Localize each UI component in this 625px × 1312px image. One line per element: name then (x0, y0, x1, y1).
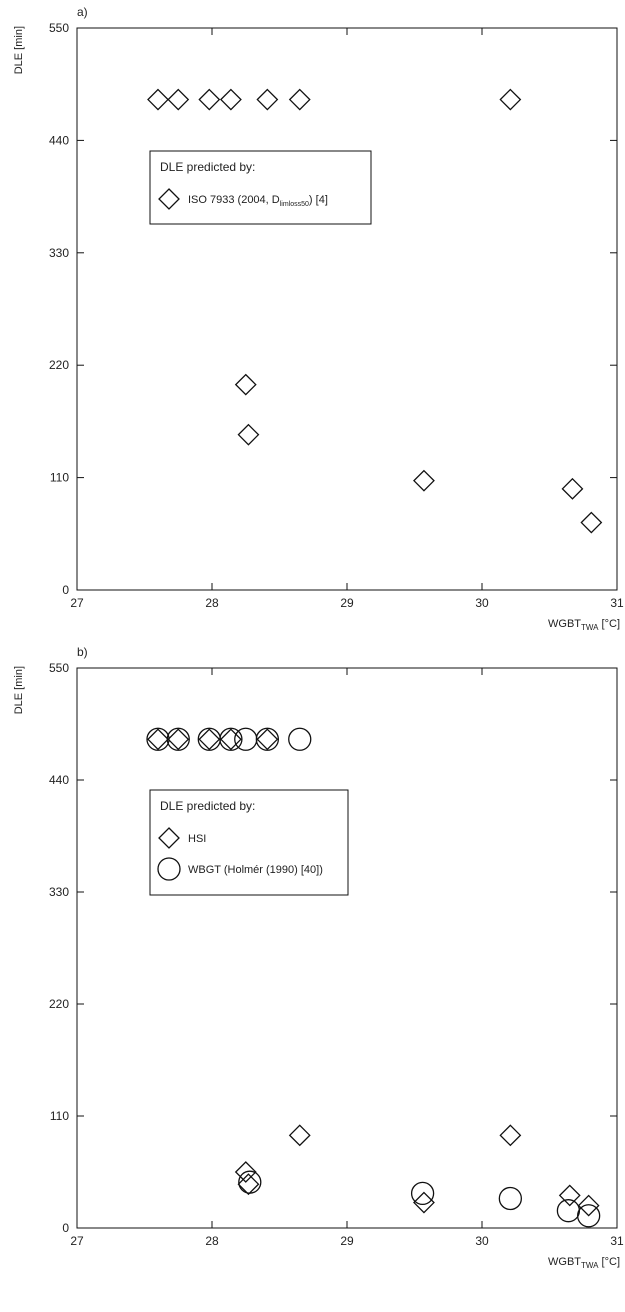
data-point-diamond (198, 728, 221, 751)
x-tick-label: 30 (475, 596, 489, 610)
data-point-circle (255, 727, 280, 751)
data-point-circle (498, 1186, 523, 1211)
data-point-diamond (499, 1124, 522, 1147)
data-point-diamond (413, 469, 435, 492)
data-point-diamond (219, 728, 242, 751)
data-point-diamond (167, 728, 190, 751)
y-tick-label: 330 (49, 885, 69, 899)
data-point-diamond (167, 88, 190, 111)
data-point-circle (410, 1181, 435, 1206)
data-point-diamond (577, 1194, 600, 1217)
data-point-diamond (580, 511, 603, 534)
x-tick-label: 31 (610, 1234, 624, 1248)
series-diamond (147, 728, 600, 1217)
data-point-diamond (561, 477, 584, 500)
legend-entry-label: WBGT (Holmér (1990) [40]) (188, 864, 323, 876)
y-axis-label: DLE [min] (13, 666, 25, 714)
plot-frame (76, 667, 618, 1229)
x-tick-label: 27 (70, 596, 84, 610)
data-point-diamond (558, 1184, 581, 1207)
chart-panel-a: 27 28 29 30 31 0 110 220 330 440 550 a) DLE [min] WGB… (13, 5, 624, 632)
legend-box (149, 150, 372, 225)
legend-marker-circle (157, 857, 181, 881)
panel-label: b) (77, 645, 88, 659)
series-diamond (147, 88, 603, 534)
legend-title: DLE predicted by: (160, 799, 255, 813)
y-tick-label: 0 (62, 1221, 69, 1235)
data-point-circle (234, 727, 258, 751)
x-tick-label: 29 (340, 596, 354, 610)
x-tick-label: 28 (205, 596, 219, 610)
y-axis-label: DLE [min] (13, 26, 25, 74)
y-tick-label: 110 (50, 1109, 69, 1123)
legend: DLE predicted by: HSI WBGT (Holmér (1990) … (149, 789, 349, 896)
x-tick-label: 30 (475, 1234, 489, 1248)
y-tick-label: 110 (50, 471, 69, 485)
data-point-diamond (256, 728, 279, 751)
legend-box (149, 789, 349, 896)
legend-title: DLE predicted by: (160, 160, 255, 174)
data-point-diamond (237, 423, 260, 446)
data-point-diamond (198, 88, 221, 111)
plot-frame (76, 27, 618, 591)
data-point-diamond (413, 1191, 435, 1214)
y-tick-label: 330 (49, 246, 69, 260)
series-circle (146, 727, 601, 1228)
data-point-circle (166, 727, 190, 751)
x-tick-label: 28 (205, 1234, 219, 1248)
x-axis-label: WGBTTWA [°C] (548, 618, 620, 632)
data-point-diamond (288, 88, 311, 111)
data-point-diamond (147, 88, 169, 111)
data-point-diamond (256, 88, 279, 111)
legend-marker-diamond (158, 827, 180, 849)
y-tick-label: 220 (49, 997, 69, 1011)
data-point-diamond (234, 373, 257, 396)
data-point-diamond (499, 88, 522, 111)
data-point-circle (219, 727, 243, 751)
legend-marker-diamond (158, 188, 180, 210)
data-point-circle (238, 1170, 262, 1194)
y-tick-label: 0 (62, 583, 69, 597)
y-tick-label: 440 (49, 773, 69, 787)
data-point-circle (577, 1204, 601, 1228)
x-tick-label: 31 (610, 596, 624, 610)
y-tick-label: 550 (49, 661, 69, 675)
data-point-circle (556, 1199, 581, 1223)
y-tick-label: 220 (49, 358, 69, 372)
data-point-circle (146, 727, 170, 751)
legend: DLE predicted by: ISO 7933 (2004, Dlimlos… (149, 150, 372, 225)
chart-panel-b: 27 28 29 30 31 0 110 220 330 440 550 b) DLE [min] WGB… (13, 645, 624, 1270)
data-point-diamond (219, 88, 242, 111)
data-point-diamond (288, 1124, 311, 1147)
data-point-circle (197, 727, 221, 751)
data-point-circle (288, 727, 312, 751)
x-axis-label: WGBTTWA [°C] (548, 1256, 620, 1270)
x-tick-label: 27 (70, 1234, 84, 1248)
x-tick-label: 29 (340, 1234, 354, 1248)
legend-entry-label: ISO 7933 (2004, Dlimloss50) [4] (188, 194, 328, 208)
data-point-diamond (234, 1161, 257, 1183)
data-point-diamond (237, 1173, 260, 1196)
y-tick-label: 440 (49, 133, 69, 147)
legend-entry-label: HSI (188, 833, 206, 845)
y-tick-label: 550 (49, 21, 69, 35)
data-point-diamond (147, 728, 169, 751)
panel-label: a) (77, 5, 88, 19)
